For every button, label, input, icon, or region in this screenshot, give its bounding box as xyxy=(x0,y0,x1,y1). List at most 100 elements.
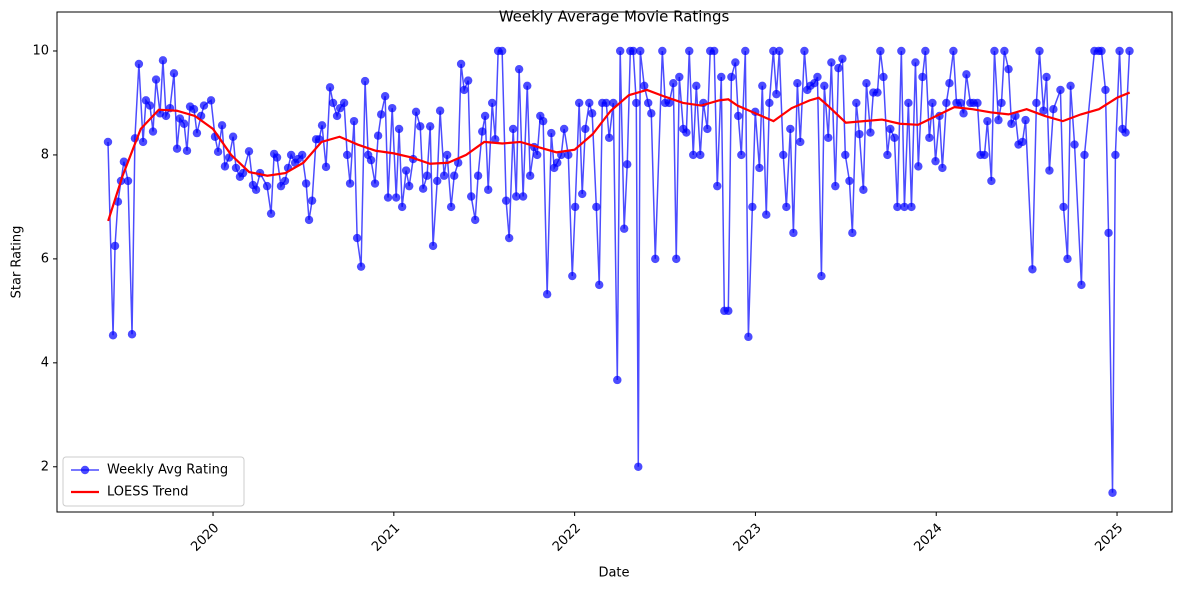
data-point xyxy=(182,146,192,155)
data-point xyxy=(266,209,276,218)
data-point xyxy=(119,157,129,166)
data-point xyxy=(459,85,469,95)
data-point xyxy=(480,111,490,121)
data-point xyxy=(238,168,248,178)
data-point xyxy=(134,59,144,69)
data-point xyxy=(189,104,199,114)
data-point xyxy=(148,127,158,136)
data-point xyxy=(581,124,590,134)
data-point xyxy=(879,72,888,82)
data-point xyxy=(356,262,366,271)
y-tick-label: 10 xyxy=(32,43,49,58)
data-point xyxy=(866,128,875,137)
y-tick-label: 8 xyxy=(41,147,49,162)
data-point xyxy=(949,46,958,56)
data-point xyxy=(1077,280,1086,290)
data-point xyxy=(280,176,290,186)
data-point xyxy=(893,202,902,212)
data-point xyxy=(664,98,674,108)
data-point xyxy=(886,124,895,134)
data-point xyxy=(332,111,342,121)
data-point xyxy=(439,171,449,180)
y-tick-label: 6 xyxy=(41,251,49,266)
data-point xyxy=(1063,254,1072,264)
data-point xyxy=(470,215,480,225)
data-point xyxy=(380,91,390,101)
data-point xyxy=(304,215,314,225)
data-point xyxy=(1080,150,1089,160)
data-point xyxy=(897,46,906,56)
data-point xyxy=(813,72,822,82)
data-point xyxy=(1049,104,1058,114)
data-point xyxy=(962,70,971,79)
data-point xyxy=(890,133,899,142)
data-point xyxy=(360,76,370,86)
data-point xyxy=(487,98,497,108)
data-point xyxy=(762,210,771,219)
data-point xyxy=(748,202,757,212)
data-point xyxy=(744,332,753,342)
data-point xyxy=(453,158,463,167)
data-point xyxy=(980,150,989,160)
data-point xyxy=(585,98,594,108)
data-point xyxy=(710,46,719,56)
data-point xyxy=(928,98,937,108)
data-point xyxy=(1039,106,1048,115)
data-point xyxy=(845,176,854,186)
data-point xyxy=(1045,166,1054,175)
data-point xyxy=(328,98,338,108)
data-point xyxy=(473,171,483,180)
data-point xyxy=(755,163,764,173)
data-point xyxy=(990,46,999,56)
data-point xyxy=(450,171,459,180)
data-point xyxy=(559,124,569,134)
data-point xyxy=(587,109,597,118)
data-point xyxy=(713,181,722,191)
data-point xyxy=(848,228,857,238)
data-point xyxy=(321,162,331,172)
data-point xyxy=(689,150,698,160)
data-point xyxy=(405,181,414,191)
data-point xyxy=(779,150,788,160)
data-point xyxy=(442,150,452,160)
data-point xyxy=(228,132,238,141)
data-point xyxy=(169,69,179,78)
data-point xyxy=(570,202,580,212)
data-point xyxy=(1059,202,1068,212)
data-point xyxy=(602,98,611,108)
data-point xyxy=(1056,85,1065,95)
data-point xyxy=(604,133,614,142)
data-point xyxy=(538,116,548,126)
data-point xyxy=(731,58,740,67)
data-point xyxy=(463,76,473,85)
data-point xyxy=(918,72,927,82)
data-point xyxy=(615,46,625,56)
data-point xyxy=(876,46,885,56)
data-point xyxy=(388,103,397,113)
data-point xyxy=(775,46,784,56)
data-point xyxy=(1004,64,1013,74)
data-point xyxy=(574,98,584,108)
data-point xyxy=(758,81,767,91)
data-point xyxy=(1021,115,1030,125)
legend-box xyxy=(62,456,245,507)
data-point xyxy=(696,150,705,160)
data-point xyxy=(547,128,556,138)
data-point xyxy=(206,96,216,105)
data-point xyxy=(542,290,552,299)
data-point xyxy=(1066,81,1075,91)
data-point xyxy=(997,98,1006,108)
data-point xyxy=(151,75,161,84)
data-point xyxy=(658,46,667,56)
data-point xyxy=(817,271,826,281)
data-point xyxy=(425,122,435,131)
data-point xyxy=(467,192,476,201)
data-point xyxy=(1032,98,1041,108)
data-point xyxy=(834,63,843,73)
data-point xyxy=(769,46,778,56)
data-point xyxy=(862,79,871,88)
data-point xyxy=(685,46,694,56)
x-axis-label: Date xyxy=(598,566,629,581)
data-point xyxy=(568,271,577,281)
